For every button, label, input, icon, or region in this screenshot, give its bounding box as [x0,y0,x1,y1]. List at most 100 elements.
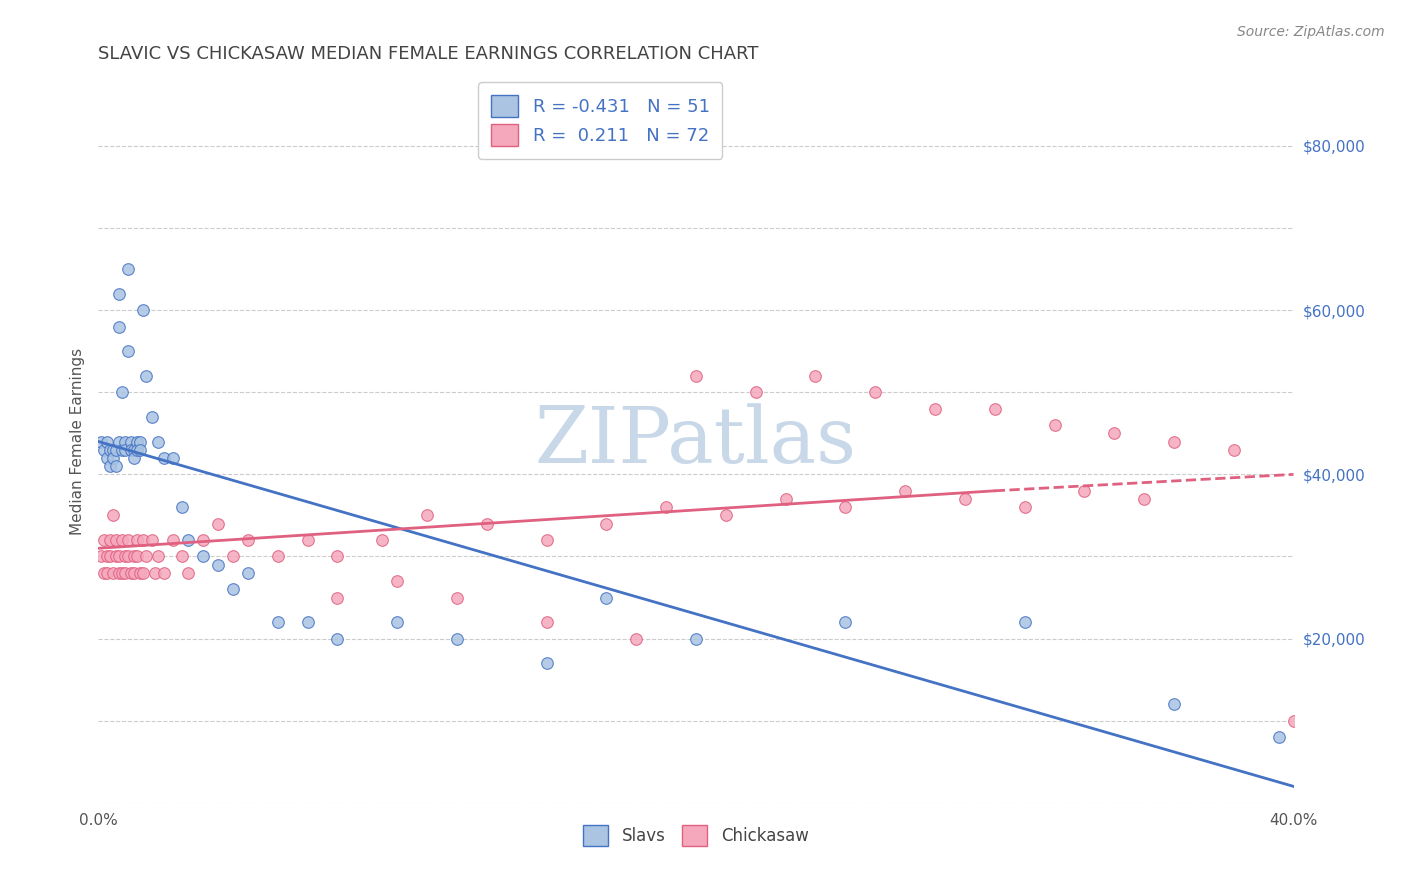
Point [207,516,229,531]
Point [90,549,112,564]
Point [120,566,142,580]
Y-axis label: Median Female Earnings: Median Female Earnings [69,348,84,535]
Point [127,434,149,449]
Point [90,434,112,449]
Point [141,533,163,547]
Point [385,615,409,630]
Point [222,549,245,564]
Point [105,549,128,564]
Point [124,549,146,564]
Point [326,632,349,646]
Text: SLAVIC VS CHICKASAW MEDIAN FEMALE EARNINGS CORRELATION CHART: SLAVIC VS CHICKASAW MEDIAN FEMALE EARNIN… [98,45,759,63]
Point [1073,483,1095,498]
Point [162,533,184,547]
Point [98,442,122,457]
Point [894,483,917,498]
Point [236,566,259,580]
Point [1163,698,1185,712]
Point [775,491,797,506]
Point [127,442,149,457]
Point [685,632,707,646]
Point [222,582,245,597]
Point [536,533,558,547]
Point [1163,434,1185,449]
Point [191,533,214,547]
Text: Source: ZipAtlas.com: Source: ZipAtlas.com [1237,25,1385,39]
Point [745,385,768,400]
Point [103,442,125,457]
Point [111,442,134,457]
Point [865,385,887,400]
Point [114,566,136,580]
Point [117,549,139,564]
Point [1223,442,1246,457]
Point [120,434,142,449]
Point [177,566,200,580]
Point [135,368,157,383]
Point [536,657,558,671]
Point [924,401,946,416]
Legend: Slavs, Chickasaw: Slavs, Chickasaw [576,819,815,852]
Point [105,442,128,457]
Point [129,442,152,457]
Point [114,434,136,449]
Point [536,615,558,630]
Point [117,262,139,277]
Point [111,566,134,580]
Point [595,591,617,605]
Point [984,401,1007,416]
Point [446,591,468,605]
Point [834,615,856,630]
Point [385,574,409,588]
Point [124,442,146,457]
Point [446,632,468,646]
Point [267,615,290,630]
Point [103,508,125,523]
Point [98,459,122,474]
Point [105,533,128,547]
Point [132,566,155,580]
Point [326,549,349,564]
Point [103,450,125,465]
Point [127,533,149,547]
Point [111,533,134,547]
Point [93,533,115,547]
Point [114,549,136,564]
Point [93,442,115,457]
Point [105,459,128,474]
Point [153,566,176,580]
Point [371,533,394,547]
Point [127,549,149,564]
Point [1014,500,1036,515]
Point [326,591,349,605]
Point [1104,426,1126,441]
Point [103,566,125,580]
Point [804,368,827,383]
Point [132,303,155,318]
Point [117,344,139,359]
Point [172,549,194,564]
Point [148,434,170,449]
Point [297,533,319,547]
Point [120,442,142,457]
Point [96,566,118,580]
Point [595,516,617,531]
Point [834,500,856,515]
Point [148,549,170,564]
Point [1043,418,1066,433]
Point [1014,615,1036,630]
Point [124,450,146,465]
Point [297,615,319,630]
Point [236,533,259,547]
Point [96,434,118,449]
Point [124,566,146,580]
Point [626,632,648,646]
Point [108,286,131,301]
Point [135,549,157,564]
Point [162,450,184,465]
Text: ZIPatlas: ZIPatlas [534,404,858,479]
Point [191,549,214,564]
Point [129,434,152,449]
Point [416,508,439,523]
Point [98,549,122,564]
